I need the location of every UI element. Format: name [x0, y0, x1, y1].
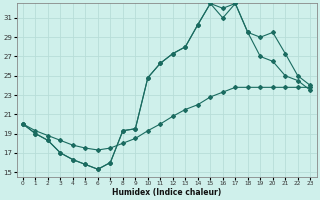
X-axis label: Humidex (Indice chaleur): Humidex (Indice chaleur) [112, 188, 221, 197]
